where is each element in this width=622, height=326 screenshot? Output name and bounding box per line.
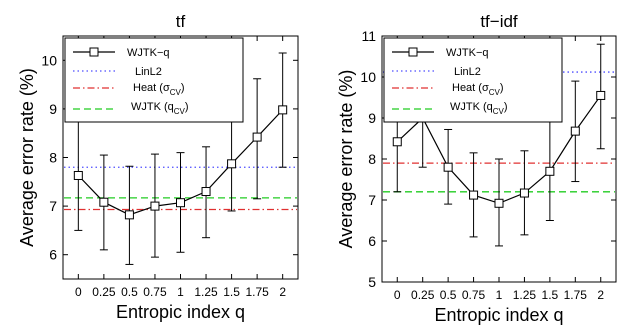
x-tick-label: 1.75: [245, 285, 269, 299]
data-point: [443, 162, 453, 172]
y-tick-label: 6: [368, 233, 376, 249]
x-tick-label: 1: [177, 285, 184, 299]
y-tick-label: 6: [49, 247, 57, 263]
data-point: [124, 210, 134, 220]
legend-wjtk-subscript: CV: [174, 107, 186, 116]
data-point: [545, 166, 555, 176]
x-tick-label: 2: [597, 288, 604, 302]
y-tick-label: 9: [49, 101, 57, 117]
y-tick-label: 7: [368, 192, 376, 208]
y-tick-label: 10: [360, 69, 376, 85]
legend-label-linl2: LinL2: [454, 66, 481, 78]
data-point: [73, 170, 83, 180]
data-point: [519, 188, 529, 198]
legend-marker-square: [408, 47, 418, 57]
data-point: [150, 201, 160, 211]
legend-heat-suffix: ): [500, 82, 504, 94]
legend-label-wjtk-q: WJTK−q: [127, 47, 169, 59]
legend-marker-square: [89, 47, 99, 57]
x-tick-label: 0.75: [143, 285, 167, 299]
data-point: [176, 198, 185, 208]
y-tick-label: 10: [41, 52, 57, 68]
legend-wjtk-suffix: ): [185, 101, 189, 113]
data-point: [252, 132, 262, 142]
legend-heat-prefix: Heat (σ: [133, 82, 170, 94]
chart-title: tf: [176, 12, 186, 31]
x-tick-label: 0.5: [121, 285, 138, 299]
data-point: [278, 105, 288, 115]
legend-label-linl2: LinL2: [135, 66, 162, 78]
legend-label-heat: Heat (σCV): [452, 82, 504, 97]
x-tick-label: 1.25: [513, 288, 537, 302]
legend-wjtk-suffix: ): [504, 101, 508, 113]
x-tick-label: 0: [394, 288, 401, 302]
legend-label-wjtk-qcv: WJTK (qCV): [450, 101, 508, 116]
chart-title: tf−idf: [480, 12, 518, 31]
x-tick-label: 1.5: [542, 288, 559, 302]
legend-heat-subscript: CV: [489, 88, 501, 97]
data-point: [227, 159, 237, 169]
legend-label-wjtk-qcv: WJTK (qCV): [131, 101, 189, 116]
data-point: [201, 187, 211, 197]
x-tick-label: 0.75: [462, 288, 486, 302]
legend-wjtk-prefix: WJTK (q: [450, 101, 493, 113]
x-tick-label: 1.25: [194, 285, 218, 299]
legend-wjtk-subscript: CV: [493, 107, 505, 116]
legend-heat-subscript: CV: [170, 88, 182, 97]
x-axis-label: Entropic index q: [434, 305, 563, 325]
chart-panel-tf: tf 6 7 8 9 10 0 0.25 0.5 0.75 1 1.25 1.5 1.75 2 Entropi…: [17, 12, 299, 322]
y-tick-label: 9: [368, 110, 376, 126]
x-tick-label: 0.25: [92, 285, 116, 299]
legend-label-heat: Heat (σCV): [133, 82, 185, 97]
legend-heat-suffix: ): [181, 82, 185, 94]
x-axis-label: Entropic index q: [116, 302, 245, 322]
y-axis-label: Average error rate (%): [17, 68, 37, 247]
x-tick-label: 2: [279, 285, 286, 299]
x-tick-label: 1.75: [564, 288, 588, 302]
y-tick-label: 11: [361, 28, 376, 44]
data-point: [570, 126, 580, 136]
legend-wjtk-prefix: WJTK (q: [131, 101, 174, 113]
data-point: [99, 197, 109, 207]
y-tick-label: 8: [49, 150, 57, 166]
legend-label-wjtk-q: WJTK−q: [446, 47, 488, 59]
y-axis-label: Average error rate (%): [336, 70, 356, 249]
y-tick-label: 5: [368, 274, 376, 290]
y-tick-label: 7: [49, 198, 57, 214]
data-point: [392, 137, 402, 147]
x-tick-label: 1: [496, 288, 503, 302]
x-tick-label: 1.5: [223, 285, 240, 299]
y-tick-label: 8: [368, 151, 376, 167]
legend-heat-prefix: Heat (σ: [452, 82, 489, 94]
x-tick-label: 0.25: [411, 288, 435, 302]
data-point: [596, 90, 606, 100]
x-tick-label: 0: [75, 285, 82, 299]
data-point: [494, 198, 504, 208]
chart-panel-tf-idf: tf−idf 5 6 7 8 9 10 11 0 0.25 0.5 0.75 1 1.25 1.5 1.75 2…: [336, 12, 617, 325]
x-tick-label: 0.5: [440, 288, 457, 302]
data-point: [469, 190, 479, 200]
